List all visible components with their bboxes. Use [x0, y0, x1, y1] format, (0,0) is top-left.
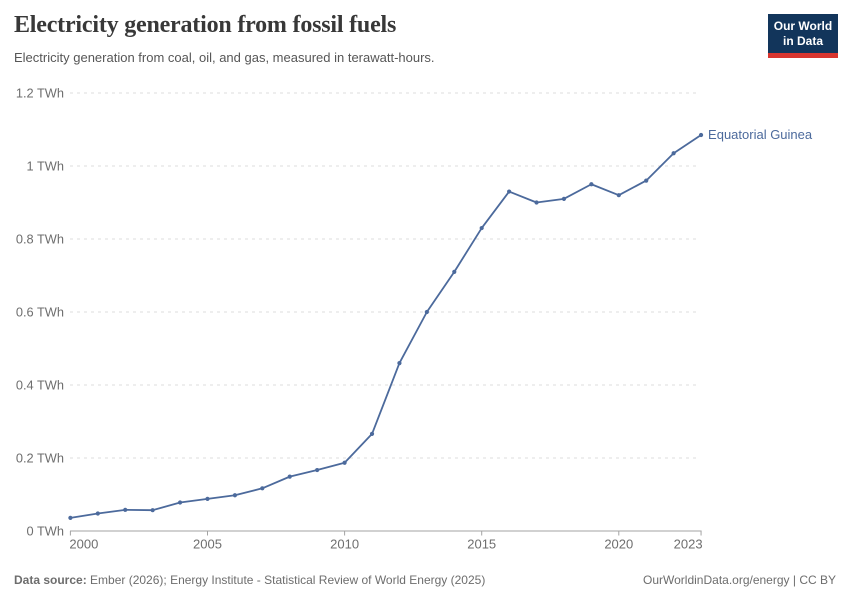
data-point-marker — [177, 500, 183, 505]
data-point-marker — [561, 196, 567, 201]
data-point-marker — [260, 486, 265, 491]
x-tick-label: 2010 — [330, 537, 359, 552]
data-point-marker — [150, 508, 155, 513]
data-point-marker — [232, 493, 238, 498]
owid-logo-line1: Our World — [773, 19, 833, 33]
data-point-marker — [616, 193, 621, 198]
data-source-note: Data source: Ember (2026); Energy Instit… — [14, 573, 485, 587]
x-tick-label: 2015 — [467, 537, 496, 552]
x-tick-label: 2000 — [69, 537, 98, 552]
y-tick-label: 0.6 TWh — [16, 305, 64, 320]
data-point-marker — [698, 132, 704, 138]
data-point-marker — [507, 189, 512, 194]
data-point-marker — [589, 182, 594, 187]
data-point-marker — [424, 309, 429, 315]
y-tick-label: 0.8 TWh — [16, 232, 64, 247]
data-point-marker — [123, 507, 128, 512]
y-tick-label: 1 TWh — [27, 159, 64, 174]
chart-title: Electricity generation from fossil fuels — [14, 12, 397, 38]
data-point-marker — [315, 467, 320, 473]
data-point-marker — [479, 225, 484, 231]
y-tick-label: 1.2 TWh — [16, 86, 64, 101]
data-source-label: Data source: — [14, 573, 87, 587]
data-point-marker — [644, 178, 649, 183]
x-tick-label: 2023 — [674, 537, 703, 552]
x-tick-label: 2005 — [193, 537, 222, 552]
data-point-marker — [287, 474, 292, 479]
data-point-marker — [397, 361, 402, 366]
data-source-text: Ember (2026); Energy Institute - Statist… — [86, 573, 486, 587]
data-point-marker — [369, 431, 375, 437]
x-tick-label: 2020 — [604, 537, 633, 552]
data-point-marker — [342, 460, 347, 465]
owid-logo-line2: in Data — [782, 34, 823, 48]
data-point-marker — [68, 515, 73, 520]
chart-footer: Data source: Ember (2026); Energy Instit… — [14, 573, 836, 587]
entity-label: Equatorial Guinea — [708, 127, 813, 142]
data-point-marker — [95, 511, 100, 516]
owid-logo: Our World in Data — [768, 14, 838, 58]
y-tick-label: 0 TWh — [27, 524, 64, 539]
data-line — [70, 134, 702, 519]
data-point-marker — [452, 269, 457, 274]
data-point-marker — [671, 151, 676, 156]
data-point-marker — [205, 496, 210, 501]
license-note: OurWorldinData.org/energy | CC BY — [643, 573, 836, 587]
y-tick-label: 0.4 TWh — [16, 378, 64, 393]
y-tick-label: 0.2 TWh — [16, 451, 64, 466]
data-point-marker — [534, 200, 539, 205]
chart-subtitle: Electricity generation from coal, oil, a… — [14, 50, 435, 65]
